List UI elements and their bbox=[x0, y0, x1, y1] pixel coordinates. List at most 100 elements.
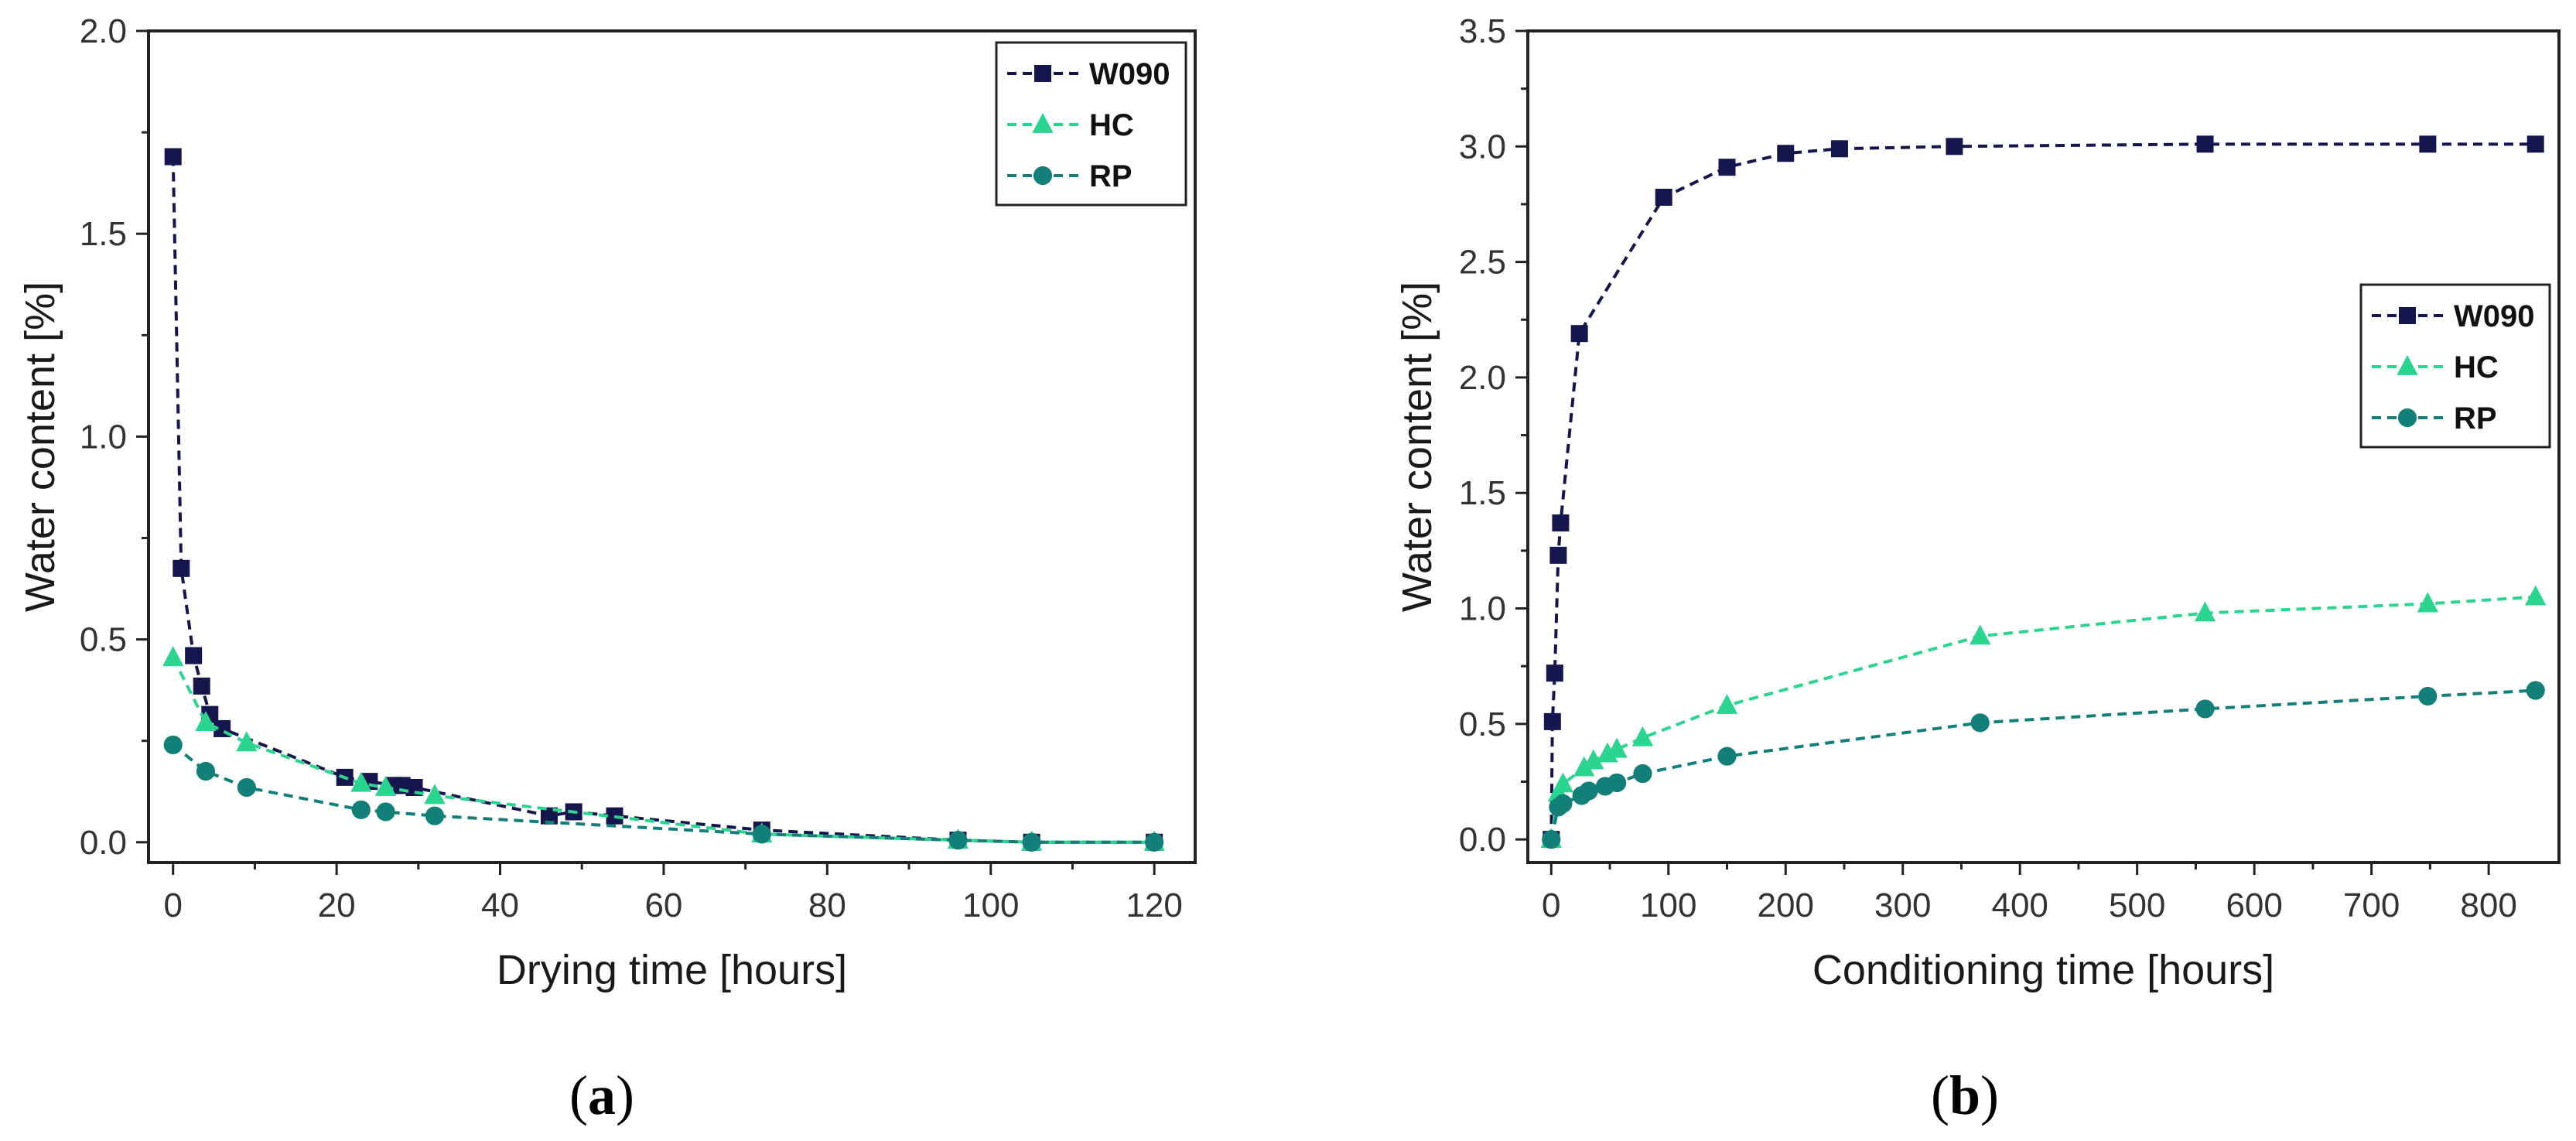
y-axis-title: Water content [%] bbox=[1394, 282, 1440, 612]
data-point-w090 bbox=[164, 148, 182, 166]
x-tick-label: 100 bbox=[962, 886, 1019, 924]
series-line-rp bbox=[1549, 688, 2536, 840]
y-axis-title: Water content [%] bbox=[17, 282, 63, 612]
series-w090 bbox=[1543, 135, 2544, 849]
panel-label-b-letter: b bbox=[1949, 1064, 1980, 1126]
y-tick-label: 0.5 bbox=[80, 621, 127, 659]
plot-frame-b bbox=[1526, 29, 2561, 864]
legend-marker-hc bbox=[2397, 354, 2418, 375]
legend-label-rp: RP bbox=[1089, 159, 1133, 193]
data-point-w090 bbox=[1570, 325, 1588, 343]
y-tick-label: 2.0 bbox=[80, 12, 127, 50]
legend-label-w090: W090 bbox=[2454, 299, 2535, 333]
y-tick-label: 1.5 bbox=[1459, 474, 1506, 512]
panel-label-b: (b) bbox=[1931, 1064, 1999, 1126]
data-point-rp bbox=[237, 777, 256, 798]
series-w090 bbox=[164, 148, 1163, 851]
data-point-w090 bbox=[1552, 514, 1570, 532]
data-point-w090 bbox=[173, 559, 190, 577]
data-point-w090 bbox=[1830, 140, 1848, 158]
data-point-rp bbox=[2526, 681, 2545, 700]
data-point-rp bbox=[1542, 830, 1561, 849]
data-point-hc bbox=[2525, 585, 2547, 606]
data-point-w090 bbox=[1655, 189, 1672, 206]
x-tick-label: 600 bbox=[2226, 886, 2282, 924]
data-point-rp bbox=[948, 831, 968, 850]
data-point-rp bbox=[1553, 794, 1573, 813]
data-point-rp bbox=[1633, 764, 1652, 784]
plot-frame-a bbox=[147, 29, 1197, 864]
x-tick-label: 400 bbox=[1991, 886, 2048, 924]
data-point-rp bbox=[376, 802, 395, 822]
data-point-w090 bbox=[1946, 138, 1963, 155]
panel-label-a: (a) bbox=[569, 1064, 634, 1126]
x-tick-label: 100 bbox=[1640, 886, 1696, 924]
y-tick-label: 3.0 bbox=[1459, 128, 1506, 166]
series-rp bbox=[163, 735, 1164, 852]
y-tick-label: 0.0 bbox=[80, 824, 127, 862]
series-hc bbox=[1540, 585, 2547, 849]
data-point-hc bbox=[1716, 693, 1738, 714]
x-tick-label: 0 bbox=[1542, 886, 1560, 924]
data-point-w090 bbox=[1777, 145, 1795, 162]
data-point-rp bbox=[752, 825, 771, 844]
series-rp bbox=[1542, 681, 2545, 849]
legend-marker-w090 bbox=[2399, 307, 2416, 324]
x-tick-label: 40 bbox=[481, 886, 519, 924]
data-point-rp bbox=[163, 735, 183, 755]
x-axis-title: Conditioning time [hours] bbox=[1812, 947, 2274, 993]
data-point-hc bbox=[1552, 772, 1574, 793]
data-point-hc bbox=[162, 646, 184, 667]
data-point-w090 bbox=[2526, 135, 2544, 153]
x-tick-label: 300 bbox=[1874, 886, 1931, 924]
data-point-rp bbox=[2418, 686, 2438, 706]
chart-a-drying: 0 20 40 60 80 100 120 0.0 0.5 1.0 1.5 2.0 Drying tim… bbox=[17, 12, 1197, 993]
x-tick-label: 200 bbox=[1758, 886, 1814, 924]
y-tick-label: 3.5 bbox=[1459, 12, 1506, 50]
series-line-w090 bbox=[171, 156, 1155, 844]
legend-marker-w090 bbox=[1034, 65, 1051, 82]
data-point-rp bbox=[1579, 781, 1598, 801]
data-point-hc bbox=[195, 711, 217, 731]
x-tick-label: 20 bbox=[318, 886, 356, 924]
x-axis-title: Drying time [hours] bbox=[497, 947, 847, 993]
chart-b-conditioning: 0 100 200 300 400 500 600 700 800 0.0 0.5 1.0 1.5 2.0… bbox=[1394, 12, 2561, 993]
x-tick-label: 120 bbox=[1126, 886, 1182, 924]
data-point-hc bbox=[374, 775, 397, 796]
data-point-rp bbox=[425, 806, 445, 825]
data-point-hc bbox=[1631, 726, 1654, 746]
y-tick-label: 2.5 bbox=[1459, 244, 1506, 282]
legend-label-w090: W090 bbox=[1089, 57, 1170, 91]
data-point-w090 bbox=[2419, 135, 2437, 153]
legend-marker-rp bbox=[2397, 408, 2417, 428]
legend-label-hc: HC bbox=[1089, 108, 1134, 142]
y-tick-label: 1.5 bbox=[80, 215, 127, 253]
data-point-w090 bbox=[540, 807, 558, 825]
x-tick-label: 500 bbox=[2109, 886, 2165, 924]
data-point-rp bbox=[1970, 713, 1990, 733]
legend-marker-hc bbox=[1032, 112, 1054, 133]
panel-label-a-letter: a bbox=[588, 1064, 616, 1126]
series-line-w090 bbox=[1549, 142, 2536, 840]
data-point-w090 bbox=[2196, 135, 2214, 153]
series-line-rp bbox=[172, 743, 1155, 844]
legend-a: W090 HC RP bbox=[995, 41, 1187, 207]
data-point-hc bbox=[2194, 601, 2216, 622]
data-point-w090 bbox=[1718, 159, 1736, 176]
data-point-w090 bbox=[1543, 712, 1561, 730]
data-point-hc bbox=[1583, 749, 1604, 770]
data-point-hc bbox=[1573, 756, 1595, 777]
data-point-rp bbox=[1145, 832, 1164, 852]
data-point-rp bbox=[2195, 699, 2215, 719]
x-tick-label: 800 bbox=[2460, 886, 2516, 924]
data-point-rp bbox=[1607, 773, 1627, 793]
data-point-w090 bbox=[193, 677, 210, 695]
data-point-hc bbox=[1970, 624, 1991, 645]
series-hc bbox=[162, 646, 1165, 851]
legend-marker-rp bbox=[1033, 166, 1053, 186]
series-line-hc bbox=[171, 657, 1155, 844]
y-tick-label: 0.0 bbox=[1459, 821, 1506, 859]
data-point-rp bbox=[1717, 746, 1737, 766]
x-tick-label: 60 bbox=[644, 886, 682, 924]
y-tick-label: 1.0 bbox=[1459, 590, 1506, 628]
